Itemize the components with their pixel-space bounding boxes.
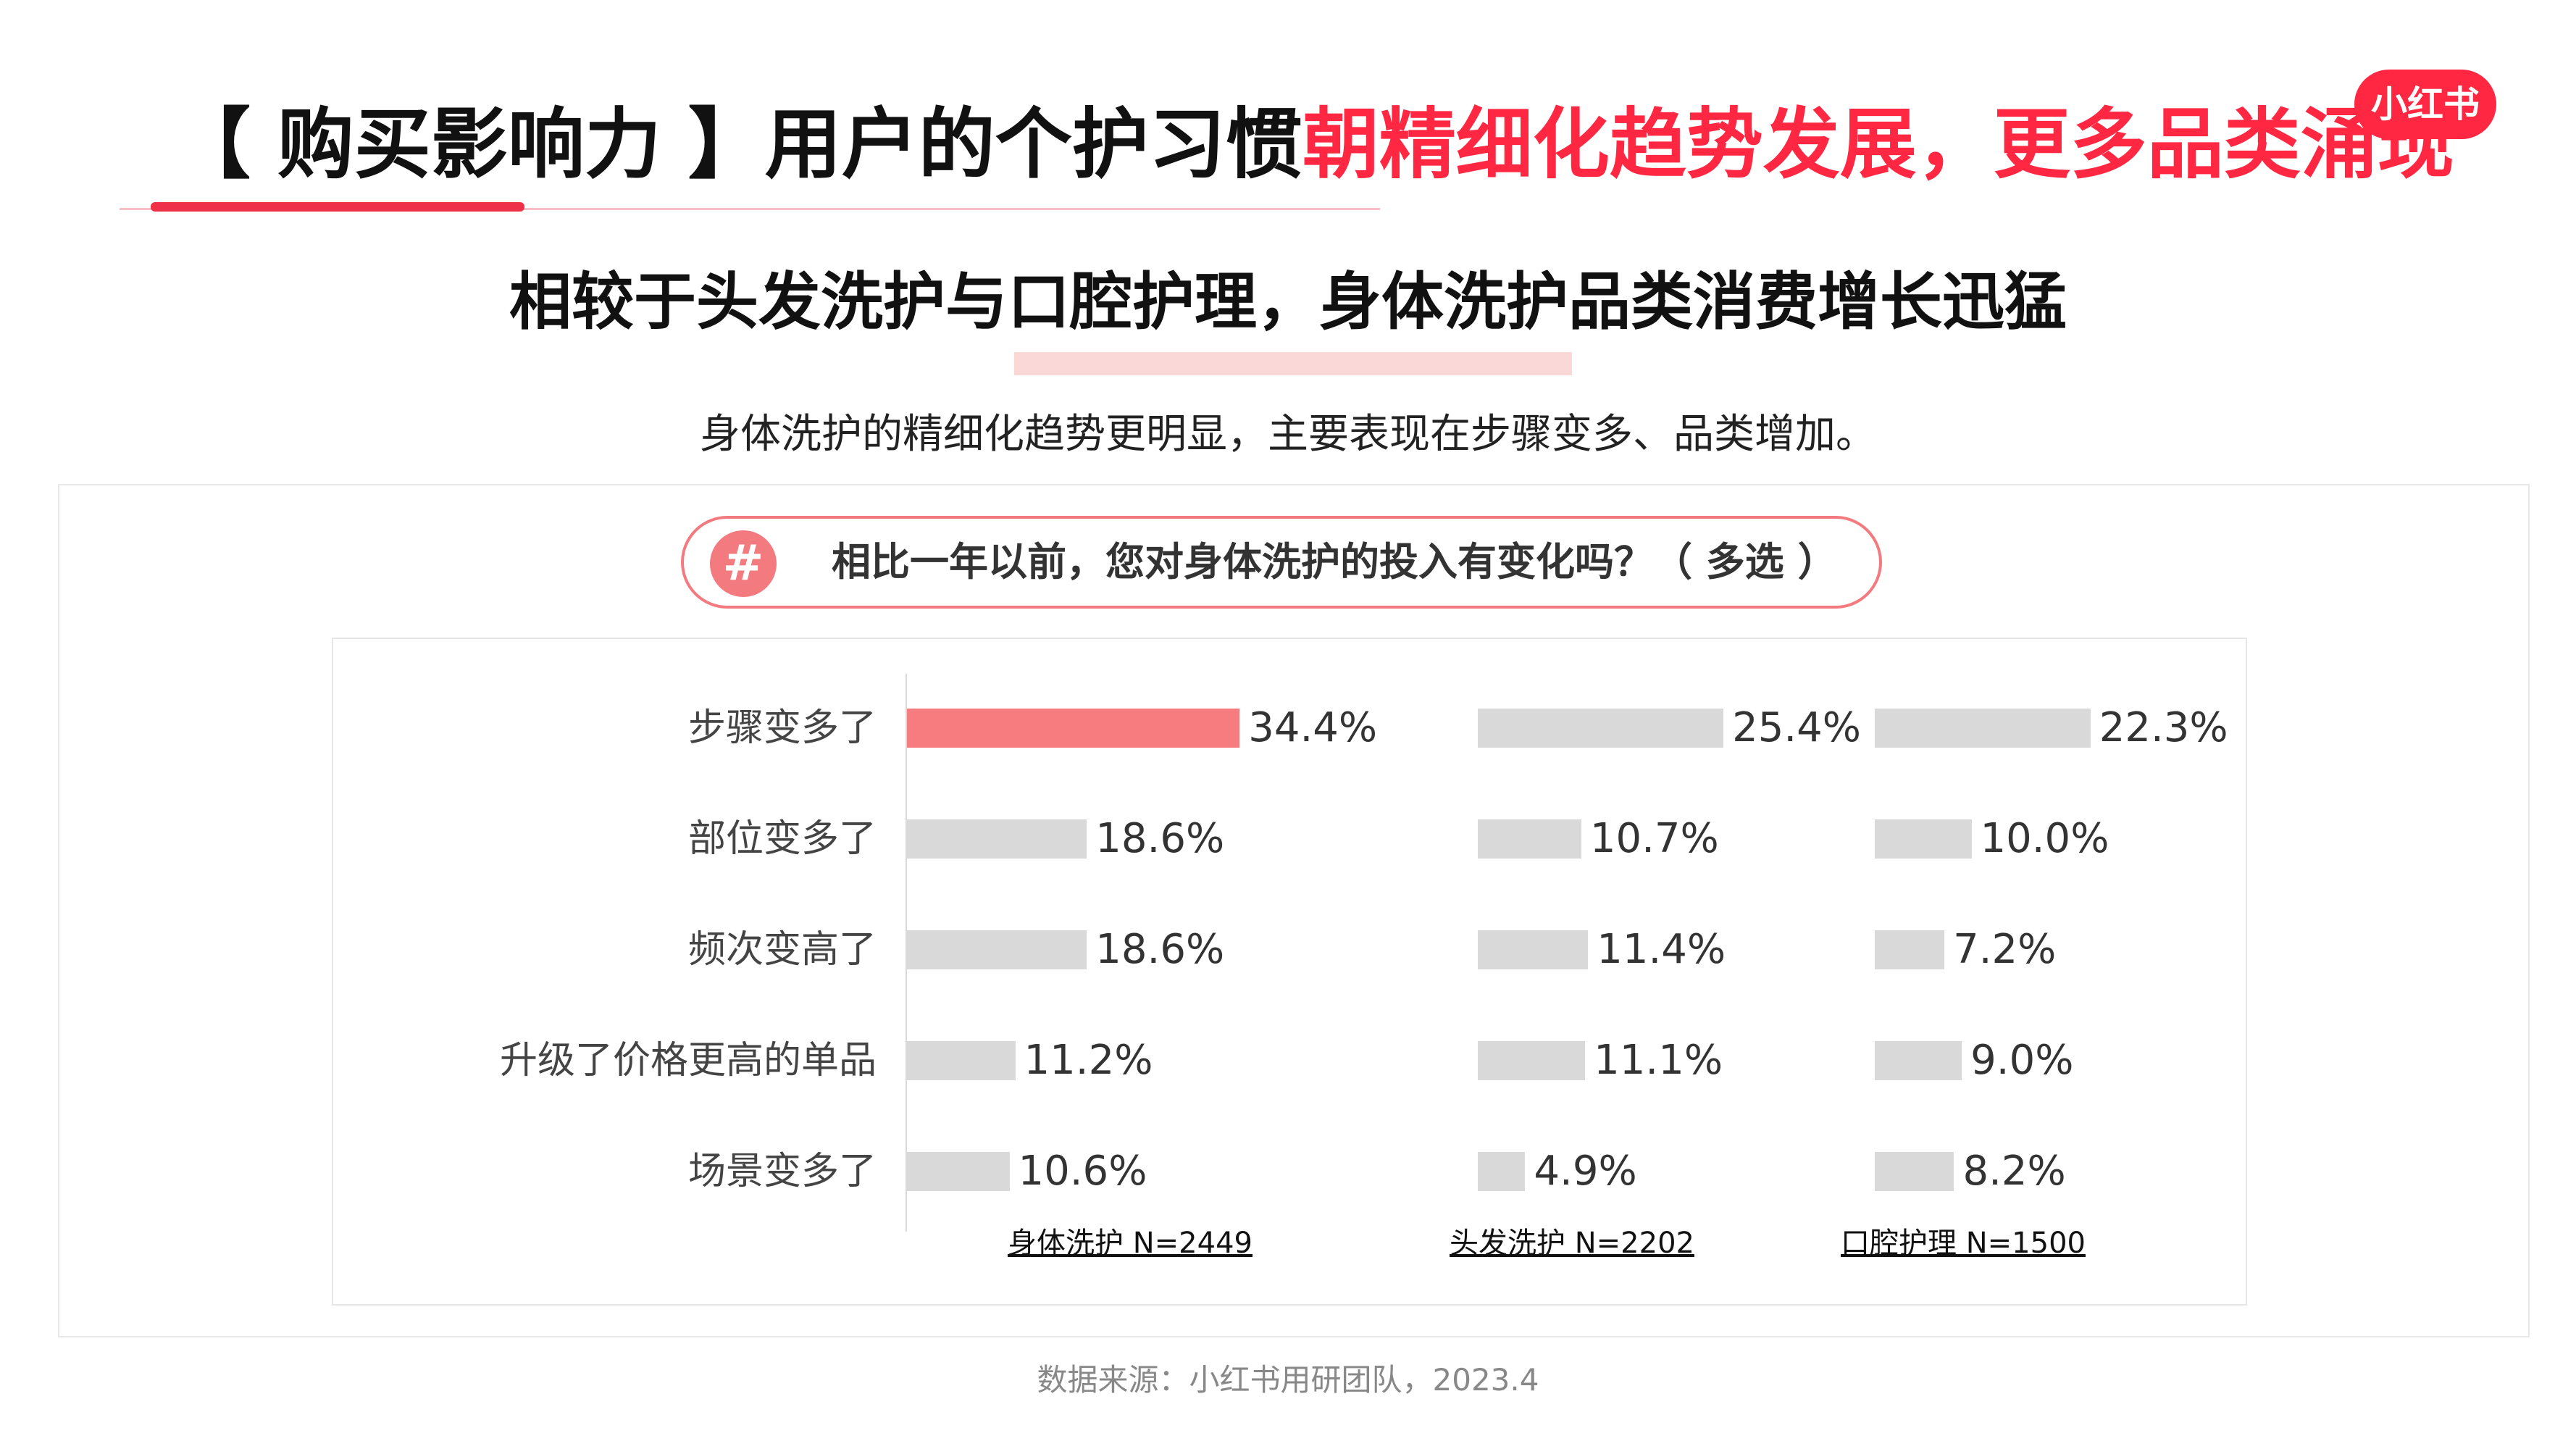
value-label: 11.4%	[1597, 926, 1726, 973]
subtitle: 相较于头发洗护与口腔护理，身体洗护品类消费增长迅猛	[509, 266, 2067, 338]
value-label: 10.7%	[1589, 815, 1719, 862]
value-label: 11.1%	[1594, 1037, 1723, 1084]
source-note: 数据来源：小红书用研团队，2023.4	[1037, 1362, 1539, 1398]
chart-axis-line	[906, 674, 907, 1232]
title-red-part: 朝精细化趋势发展，更多品类涌现	[1302, 100, 2454, 189]
bar	[907, 709, 1240, 748]
value-label: 4.9%	[1534, 1148, 1637, 1195]
value-label: 10.6%	[1018, 1148, 1147, 1195]
value-label: 9.0%	[1970, 1037, 2074, 1084]
category-label: 场景变多了	[687, 1150, 877, 1193]
bar	[1875, 1041, 1962, 1080]
value-label: 11.2%	[1024, 1037, 1153, 1084]
question-pill: # 相比一年以前，您对身体洗护的投入有变化吗？（ 多选 ）	[681, 516, 1882, 609]
category-label: 步骤变多了	[687, 706, 877, 750]
description: 身体洗护的精细化趋势更明显，主要表现在步骤变多、品类增加。	[700, 411, 1876, 458]
value-label: 18.6%	[1095, 815, 1225, 862]
value-label: 8.2%	[1962, 1148, 2066, 1195]
series-label: 身体洗护 N=2449	[1008, 1227, 1253, 1260]
value-label: 18.6%	[1095, 926, 1225, 973]
chart-panel	[58, 484, 2530, 1337]
hash-icon: #	[710, 530, 777, 597]
bar	[907, 1041, 1016, 1080]
category-label: 部位变多了	[687, 817, 877, 861]
series-label: 头发洗护 N=2202	[1450, 1227, 1694, 1260]
bar	[1875, 819, 1972, 859]
bar	[907, 819, 1087, 859]
bar	[907, 930, 1087, 969]
value-label: 22.3%	[2099, 704, 2228, 751]
bar	[1875, 1152, 1954, 1191]
question-text: 相比一年以前，您对身体洗护的投入有变化吗？（ 多选 ）	[832, 539, 1837, 585]
bar	[1478, 819, 1581, 859]
xiaohongshu-logo: 小红书	[2354, 70, 2496, 139]
title-black-part: 【 购买影响力 】用户的个护习惯	[174, 100, 1302, 189]
value-label: 10.0%	[1980, 815, 2109, 862]
subtitle-highlight	[1014, 352, 1572, 375]
series-label: 口腔护理 N=1500	[1841, 1227, 2086, 1260]
bar	[907, 1152, 1010, 1191]
value-label: 34.4%	[1248, 704, 1378, 751]
bar	[1875, 930, 1945, 969]
value-label: 7.2%	[1953, 926, 2057, 973]
bar	[1478, 930, 1589, 969]
title-accent-bar	[151, 202, 524, 212]
bar	[1875, 709, 2091, 748]
category-label: 频次变高了	[687, 928, 877, 972]
chart-area	[332, 638, 2247, 1306]
category-label: 升级了价格更高的单品	[499, 1039, 877, 1082]
value-label: 25.4%	[1732, 704, 1861, 751]
title-divider	[120, 208, 1380, 210]
page-title: 【 购买影响力 】用户的个护习惯朝精细化趋势发展，更多品类涌现	[174, 94, 2454, 196]
bar	[1478, 1041, 1586, 1080]
bar	[1478, 709, 1724, 748]
bar	[1478, 1152, 1526, 1191]
